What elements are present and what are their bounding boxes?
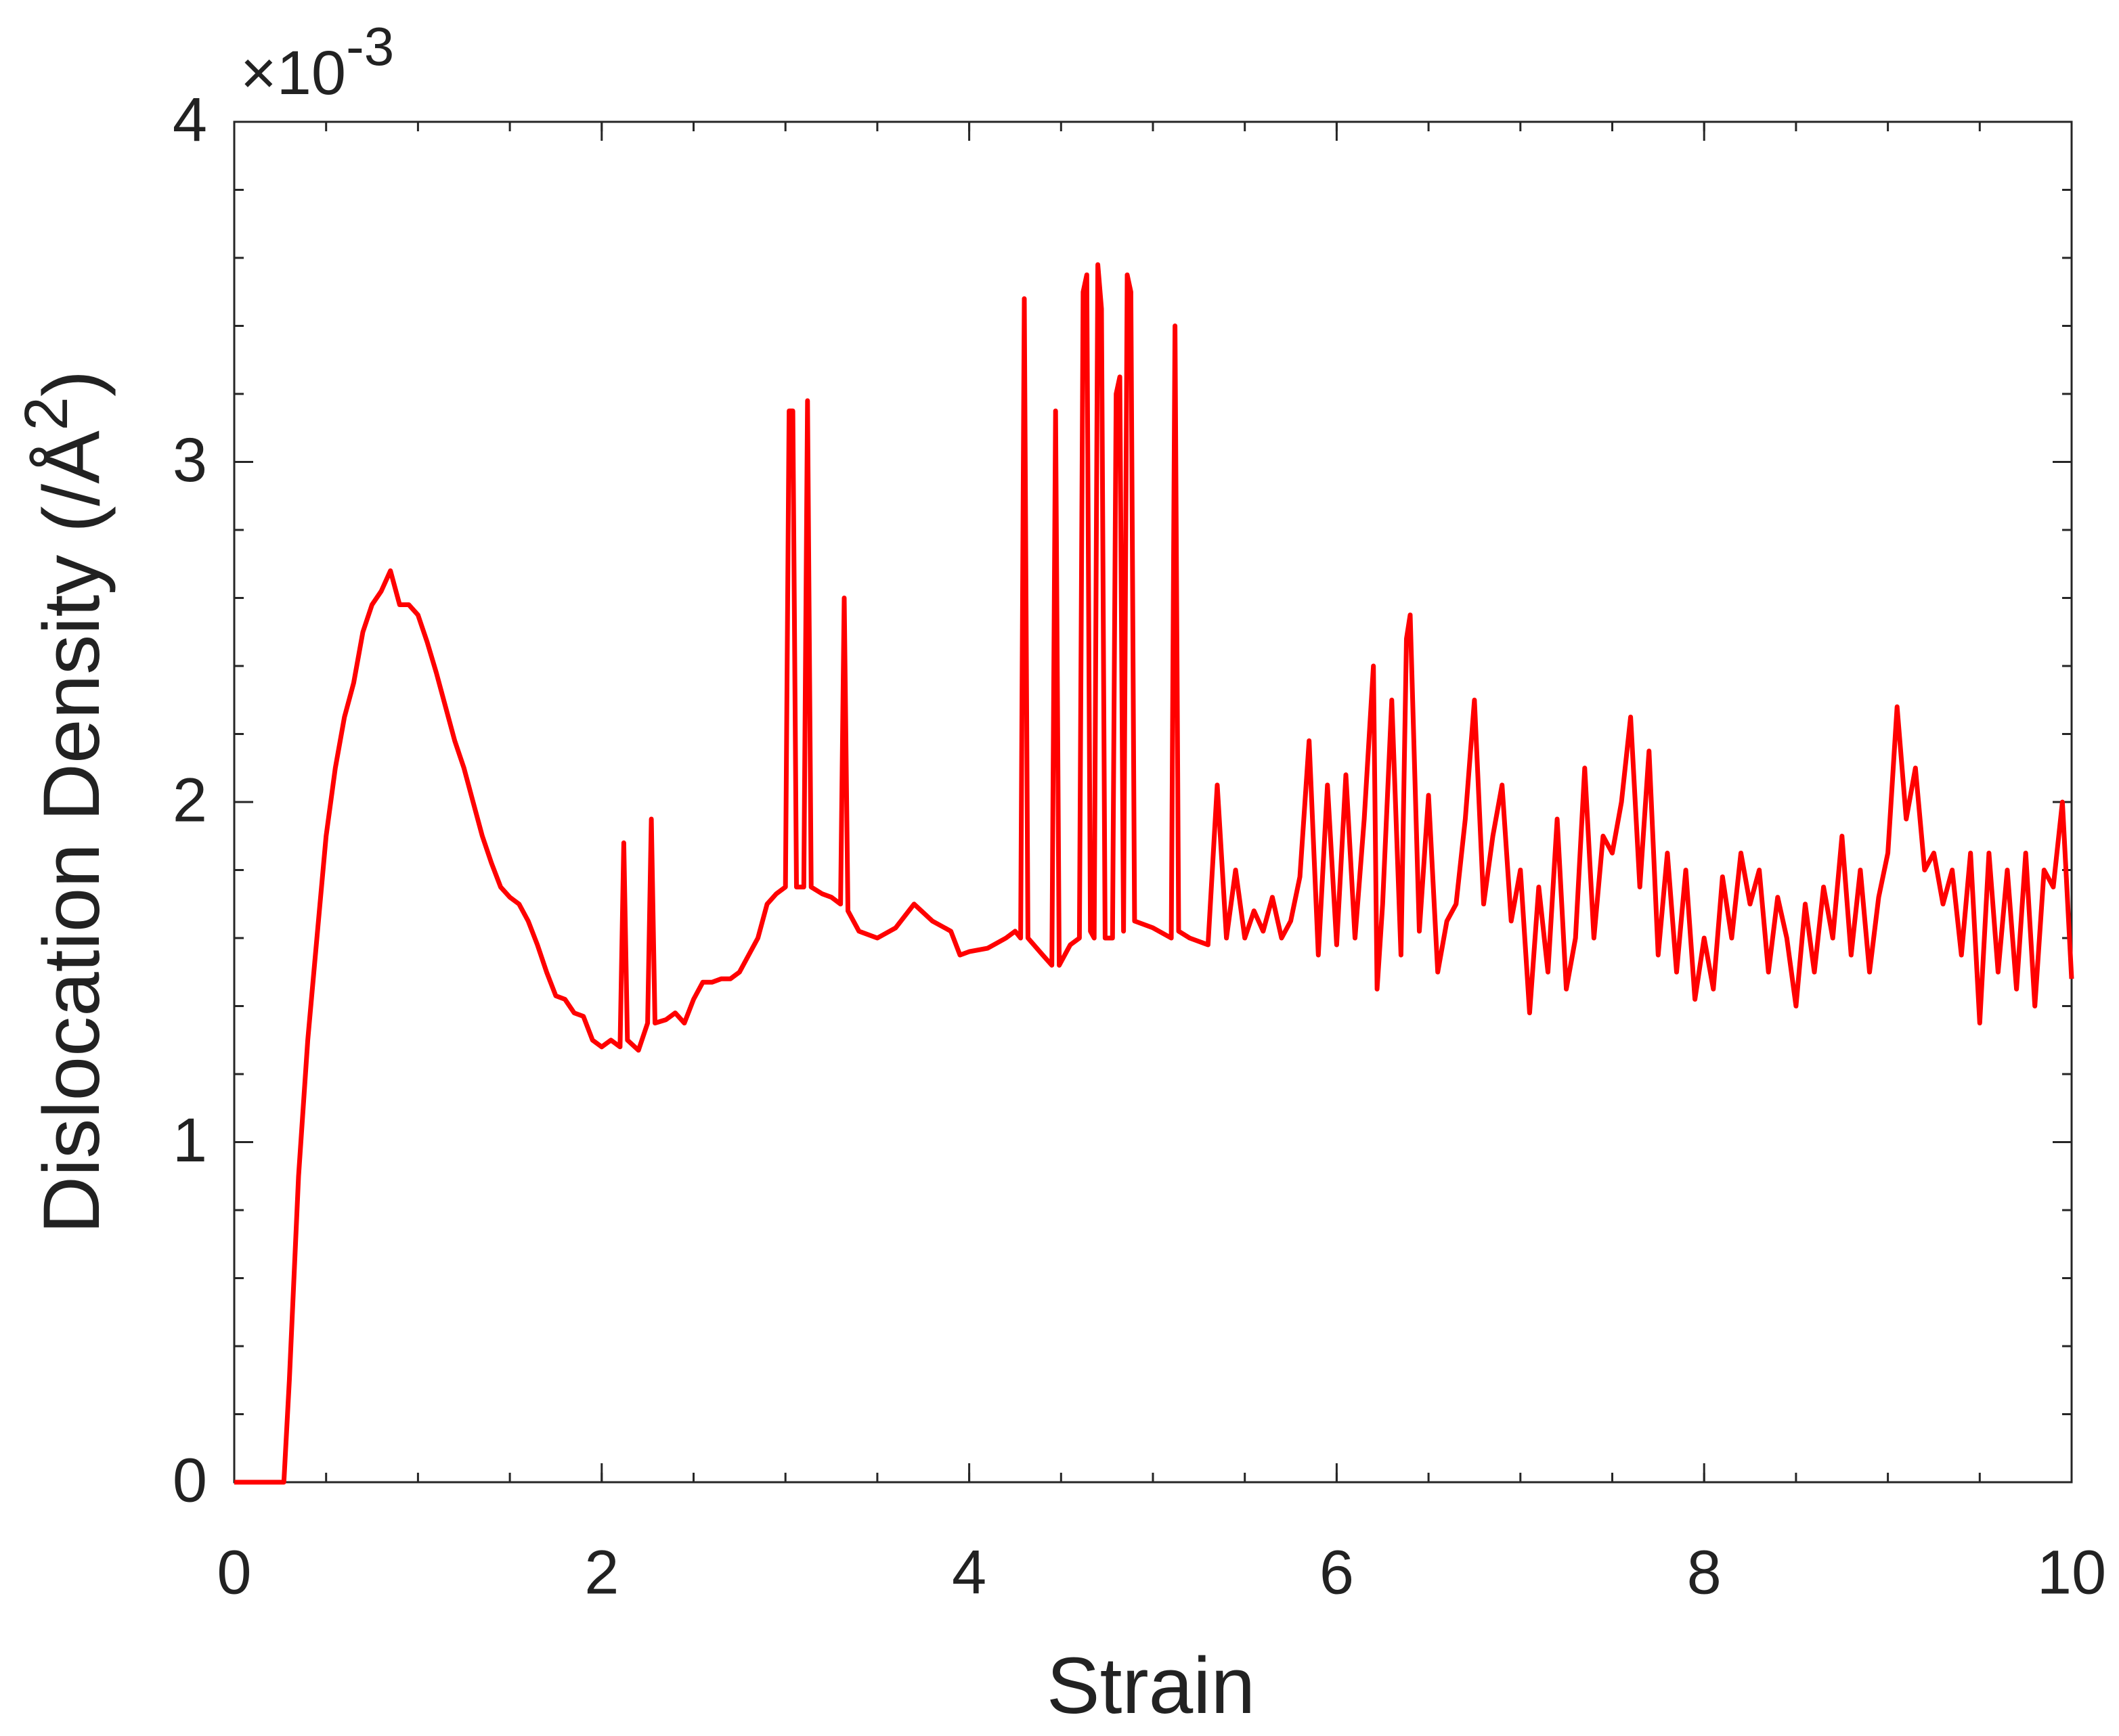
data-line: [234, 262, 2074, 1485]
y-axis-label: Dislocation Density (/Å2): [13, 370, 116, 1234]
y-tick-label: 3: [173, 426, 207, 495]
y-tick-label: 1: [173, 1106, 207, 1175]
y-tick-label: 0: [173, 1446, 207, 1515]
plot-frame: [233, 120, 2073, 1484]
x-tick-label: 6: [1319, 1538, 1354, 1607]
y-exponent: ×10-3: [240, 16, 394, 108]
y-tick-label: 4: [173, 85, 207, 154]
y-label-end: ): [27, 370, 116, 397]
y-tick-label: 2: [173, 765, 207, 834]
x-axis-label: Strain: [1047, 1641, 1255, 1731]
x-tick-label: 0: [217, 1538, 251, 1607]
exponent-base: ×10: [240, 39, 346, 108]
x-tick-label: 4: [952, 1538, 986, 1607]
x-tick-label: 10: [2037, 1538, 2106, 1607]
y-label-main: Dislocation Density (/Å: [27, 430, 116, 1234]
y-label-sup: 2: [13, 397, 81, 430]
exponent-power: -3: [346, 16, 394, 76]
x-tick-label: 2: [584, 1538, 619, 1607]
x-tick-label: 8: [1687, 1538, 1722, 1607]
